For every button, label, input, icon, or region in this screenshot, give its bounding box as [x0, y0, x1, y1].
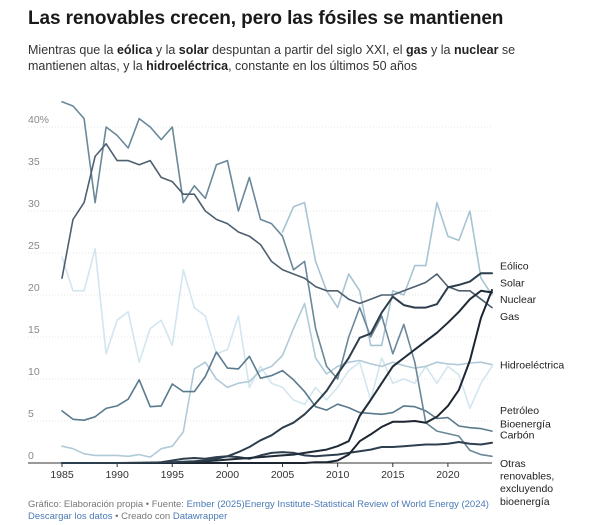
y-axis-labels: 0 5 10 15 20 25 30 35 40% — [28, 114, 49, 462]
series-line-6 — [61, 351, 493, 432]
series-label-9: renovables, — [500, 471, 554, 483]
subtitle-part-2: y la — [152, 43, 179, 57]
subtitle-part-8: se mantienen altas, y la — [28, 43, 516, 73]
source-prefix: Gráfico: Elaboración propia • Fuente: — [28, 499, 187, 510]
x-tick-label: 1985 — [50, 469, 74, 481]
series-line-4 — [61, 302, 493, 458]
series-label-10: excluyendo — [500, 483, 553, 495]
series-label-7: Carbón — [500, 429, 535, 441]
series-label-1: Solar — [500, 277, 525, 289]
x-tick-label: 2010 — [326, 469, 350, 481]
x-tick-label: 2000 — [216, 469, 240, 481]
y-tick-label: 25 — [28, 240, 40, 252]
x-tick-label: 1995 — [161, 469, 185, 481]
series-label-0: Eólico — [500, 261, 529, 273]
y-tick-label: 10 — [28, 366, 40, 378]
series-line-1 — [61, 289, 493, 464]
series-line-5 — [61, 248, 493, 410]
y-tick-label: 40% — [28, 114, 49, 126]
y-tick-label: 0 — [28, 450, 34, 462]
subtitle-part-9: hidroeléctrica — [146, 59, 229, 73]
chart-subtitle: Mientras que la eólica y la solar despun… — [28, 42, 576, 74]
subtitle-part-6: y la — [427, 43, 454, 57]
series-line-7 — [61, 101, 493, 458]
series-label-2: Nuclear — [500, 294, 537, 306]
series-lines — [61, 101, 493, 464]
series-label-5: Petróleo — [500, 405, 539, 417]
series-label-3: Gas — [500, 311, 519, 323]
chart-footer: Gráfico: Elaboración propia • Fuente: Em… — [28, 499, 508, 523]
subtitle-part-1: eólica — [116, 43, 153, 57]
series-label-4: Hidroeléctrica — [500, 360, 564, 372]
y-tick-label: 5 — [28, 408, 34, 420]
series-line-8 — [61, 441, 493, 464]
y-tick-label: 35 — [28, 156, 40, 168]
subtitle-part-7: nuclear — [453, 43, 499, 57]
subtitle-part-5: gas — [406, 43, 428, 57]
series-label-11: bioenergía — [500, 496, 550, 508]
x-tick-label: 1990 — [105, 469, 129, 481]
x-axis: 1985 1990 1995 2000 2005 2010 2015 2020 — [28, 462, 492, 481]
y-tick-label: 30 — [28, 198, 40, 210]
subtitle-part-10: , constante en los últimos 50 años — [228, 59, 418, 73]
y-tick-label: 15 — [28, 324, 40, 336]
y-gridlines — [28, 126, 492, 422]
created-prefix: • Creado con — [112, 511, 173, 522]
subtitle-part-3: solar — [178, 43, 209, 57]
x-tick-label: 2005 — [271, 469, 295, 481]
series-line-2 — [61, 289, 493, 464]
datawrapper-link[interactable]: Datawrapper — [172, 511, 228, 522]
subtitle-part-0: Mientras que la — [28, 43, 117, 57]
y-tick-label: 20 — [28, 282, 40, 294]
series-line-0 — [61, 272, 493, 464]
series-label-8: Otras — [500, 458, 526, 470]
x-tick-label: 2015 — [381, 469, 405, 481]
series-labels: Eólico Solar Nuclear Gas Hidroeléctrica Petró… — [500, 261, 564, 508]
series-label-6: Bioenergía — [500, 419, 551, 431]
source-link[interactable]: Ember (2025)Energy Institute-Statistical… — [186, 499, 489, 510]
download-data-link[interactable]: Descargar los datos — [28, 511, 113, 522]
subtitle-part-4: despuntan a partir del siglo XXI, el — [208, 43, 407, 57]
chart-title: Las renovables crecen, pero las fósiles … — [28, 8, 504, 29]
series-line-9 — [281, 201, 493, 347]
x-tick-label: 2020 — [436, 469, 460, 481]
series-line-3 — [61, 143, 493, 309]
